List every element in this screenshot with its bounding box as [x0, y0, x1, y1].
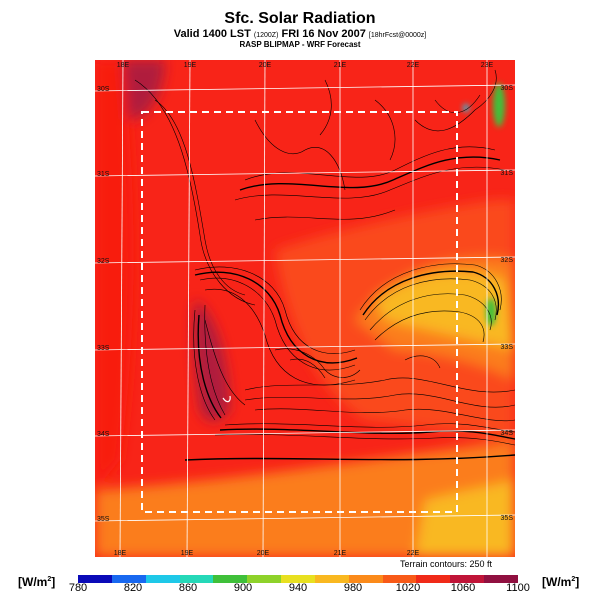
- parallel-line: [95, 169, 515, 177]
- colorbar-swatch: [247, 575, 282, 583]
- colorbar-swatch: [382, 575, 417, 583]
- colorbar-swatch: [145, 575, 180, 583]
- colorbar-swatch: [450, 575, 485, 583]
- colorbar-swatch: [348, 575, 383, 583]
- lon-label-bottom: 18E: [114, 550, 127, 557]
- colorbar-swatch: [484, 575, 518, 583]
- graticule: [95, 60, 515, 557]
- lon-label-bottom: 20E: [257, 550, 270, 557]
- coastal-strip-west: [95, 60, 134, 490]
- lat-label-left: 33S: [97, 345, 110, 352]
- lon-label-bottom: 19E: [181, 550, 194, 557]
- lon-label-top: 22E: [407, 62, 420, 69]
- lat-label-left: 30S: [97, 86, 110, 93]
- colorbar-tick-label: 820: [123, 582, 143, 594]
- colorbar-swatch: [111, 575, 146, 583]
- colorbar-swatch: [416, 575, 451, 583]
- valid-date: FRI 16 Nov 2007: [281, 28, 366, 40]
- parallel-line: [95, 429, 515, 437]
- lat-label-right: 30S: [501, 85, 514, 92]
- colorbar: [78, 575, 518, 583]
- green-patch-2: [486, 298, 496, 326]
- coordinate-labels: 18E 19E 20E 21E 22E 23E 18E 19E 20E 21E 22E 30S 31S 3…: [97, 62, 513, 557]
- parallel-line: [95, 514, 515, 522]
- colorbar-tick-label: 1020: [395, 582, 421, 594]
- forecast-info: [18hrFcst@0000z]: [368, 32, 427, 39]
- major-contours: [184, 156, 515, 461]
- lat-label-right: 32S: [501, 257, 514, 264]
- lake-shoreline: [222, 395, 231, 403]
- yellow-region-southeast: [415, 480, 515, 557]
- valid-time: Valid 1400 LST (1200Z) FRI 16 Nov 2007 […: [0, 28, 600, 40]
- unit-label-right: [W/m2]: [542, 575, 580, 589]
- lat-label-left: 31S: [97, 171, 110, 178]
- inner-domain-box: [141, 111, 458, 513]
- colorbar-tick-label: 940: [288, 582, 308, 594]
- meridian-line: [262, 60, 266, 557]
- colorbar-tick-label: 780: [68, 582, 88, 594]
- lat-label-left: 34S: [97, 431, 110, 438]
- meridian-line: [186, 60, 191, 557]
- colorbar-swatch: [314, 575, 349, 583]
- parallel-line: [95, 256, 515, 264]
- lon-label-top: 23E: [481, 62, 494, 69]
- parallel-line: [95, 343, 515, 351]
- lat-label-left: 32S: [97, 258, 110, 265]
- colorbar-tick-label: 1060: [450, 582, 476, 594]
- cyan-patch: [463, 104, 469, 112]
- valid-label: Valid 1400 LST: [173, 28, 251, 40]
- lon-label-bottom: 22E: [407, 550, 420, 557]
- colorbar-tick-label: 1100: [506, 582, 530, 594]
- lon-label-bottom: 21E: [334, 550, 347, 557]
- parallel-line: [95, 84, 515, 92]
- colorbar-swatch: [78, 575, 112, 583]
- colorbar-swatch: [213, 575, 248, 583]
- map-title: Sfc. Solar Radiation: [224, 10, 376, 27]
- meridian-line: [119, 60, 124, 557]
- lat-label-right: 34S: [501, 430, 514, 437]
- source-label: RASP BLIPMAP - WRF Forecast: [239, 40, 361, 49]
- terrain-contours: [134, 69, 515, 446]
- lon-label-top: 19E: [184, 62, 197, 69]
- lat-label-right: 31S: [501, 170, 514, 177]
- lat-label-left: 35S: [97, 516, 110, 523]
- unit-label-left: [W/m2]: [18, 575, 56, 589]
- green-patch-1: [493, 83, 505, 127]
- solar-radiation-map: 18E 19E 20E 21E 22E 23E 18E 19E 20E 21E 22E 30S 31S 3…: [95, 60, 515, 557]
- colorbar-tick-label: 860: [178, 582, 198, 594]
- lon-label-top: 21E: [334, 62, 347, 69]
- lat-label-right: 33S: [501, 344, 514, 351]
- lon-label-top: 20E: [259, 62, 272, 69]
- lon-label-top: 18E: [117, 62, 130, 69]
- lat-label-right: 35S: [501, 515, 514, 522]
- colorbar-tick-label: 980: [343, 582, 363, 594]
- colorbar-swatch: [281, 575, 315, 583]
- colorbar-tick-label: 900: [233, 582, 253, 594]
- terrain-contours-note: Terrain contours: 250 ft: [400, 559, 493, 569]
- utc-time: (1200Z): [253, 32, 279, 39]
- high-ground-central: [192, 300, 230, 422]
- colorbar-swatch: [179, 575, 214, 583]
